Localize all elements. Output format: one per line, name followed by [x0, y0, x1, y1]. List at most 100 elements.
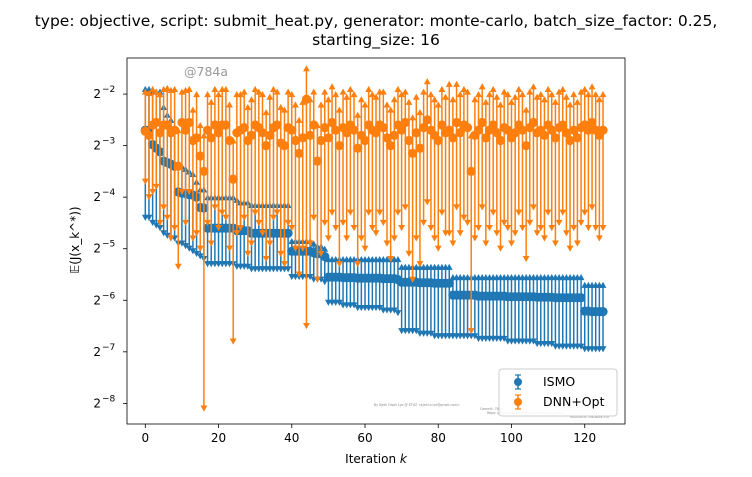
errorbar-lower-cap	[185, 188, 193, 196]
errorbar-upper-cap	[449, 96, 457, 103]
errorbar-lower-cap	[141, 178, 149, 185]
errorbar-lower-cap	[156, 219, 164, 227]
data-point	[144, 130, 154, 140]
errorbar-lower-cap	[376, 209, 384, 216]
errorbar-upper-cap	[204, 91, 211, 98]
y-tick-label: 2	[93, 242, 101, 256]
errorbar-lower-cap	[460, 214, 468, 221]
errorbar-upper-cap	[357, 96, 365, 103]
errorbar-upper-cap	[555, 88, 563, 95]
data-point	[180, 125, 191, 135]
errorbar-upper-cap	[339, 88, 347, 95]
errorbar-lower-cap	[412, 235, 420, 242]
errorbar-upper-cap	[456, 91, 464, 98]
data-point	[587, 117, 597, 128]
errorbar-lower-cap	[207, 240, 215, 247]
errorbar-lower-cap	[270, 214, 277, 221]
errorbar-lower-cap	[240, 214, 248, 221]
legend-dnn-marker	[514, 398, 522, 406]
legend-ismo-marker	[514, 378, 522, 386]
data-point	[503, 125, 513, 135]
errorbar-upper-cap	[394, 85, 402, 92]
errorbar-lower-cap	[573, 240, 581, 247]
errorbar-lower-cap	[394, 209, 402, 216]
y-tick-exponent: −5	[102, 240, 115, 250]
errorbar-lower-cap	[537, 225, 545, 232]
data-point	[334, 141, 344, 151]
errorbar-lower-cap	[438, 209, 446, 216]
errorbar-lower-cap	[317, 250, 325, 257]
y-tick-base: 2	[93, 396, 101, 410]
errorbar-lower-cap	[193, 230, 200, 237]
errorbar-lower-cap	[416, 261, 424, 268]
errorbar-lower-cap	[526, 219, 534, 227]
errorbar-lower-cap	[559, 209, 567, 216]
errorbar-lower-cap	[445, 230, 453, 237]
errorbar-lower-cap	[379, 219, 387, 227]
errorbar-upper-cap	[445, 80, 453, 87]
data-point	[316, 135, 326, 146]
errorbar-lower-cap	[387, 255, 395, 263]
errorbar-lower-cap	[156, 225, 164, 232]
errorbar-lower-cap	[244, 263, 252, 270]
data-point	[279, 141, 290, 151]
errorbar-lower-cap	[405, 250, 413, 257]
errorbar-lower-cap	[310, 214, 318, 221]
errorbar-lower-cap	[409, 276, 417, 283]
data-point	[327, 117, 337, 128]
errorbar-lower-cap	[149, 219, 157, 227]
y-tick-exponent: −8	[102, 394, 116, 404]
data-point	[155, 128, 165, 138]
errorbar-lower-cap	[328, 209, 336, 216]
y-tick-base: 2	[93, 293, 101, 307]
errorbar-lower-cap	[233, 230, 241, 237]
data-point	[272, 120, 282, 130]
x-axis-ticks: 0 20 40 60 80 100 120	[141, 424, 596, 445]
errorbar-lower-cap	[163, 232, 171, 239]
errorbar-upper-cap	[372, 93, 380, 100]
errorbar-lower-cap	[182, 243, 189, 250]
data-point	[466, 166, 476, 177]
errorbar-lower-cap	[335, 261, 343, 268]
errorbar-lower-cap	[145, 214, 153, 221]
errorbar-upper-cap	[423, 78, 431, 85]
x-axis-label-text: Iteration	[345, 452, 396, 466]
data-point	[510, 128, 520, 138]
errorbar-lower-cap	[427, 330, 435, 337]
errorbar-upper-cap	[442, 93, 449, 100]
legend: ISMO DNN+Opt	[498, 368, 618, 417]
data-point	[404, 135, 414, 146]
errorbar-upper-cap	[592, 91, 600, 98]
errorbar-upper-cap	[559, 85, 567, 92]
errorbar-upper-cap	[354, 111, 362, 118]
errorbar-lower-cap	[592, 225, 600, 232]
errorbar-lower-cap	[350, 302, 358, 309]
data-point	[298, 133, 308, 143]
errorbar-upper-cap	[211, 85, 219, 92]
data-point	[565, 135, 575, 146]
errorbar-upper-cap	[343, 93, 351, 100]
data-point	[210, 120, 220, 130]
errorbar-upper-cap	[292, 101, 299, 108]
errorbar-upper-cap	[244, 103, 252, 111]
errorbar-lower-cap	[273, 209, 281, 216]
errorbar-lower-cap	[478, 204, 486, 211]
errorbar-upper-cap	[365, 85, 373, 92]
errorbar-lower-cap	[398, 225, 406, 232]
errorbar-upper-cap	[599, 91, 607, 98]
data-point	[598, 125, 608, 135]
data-point	[177, 117, 187, 128]
errorbar-lower-cap	[361, 245, 369, 252]
errorbar-lower-cap	[152, 183, 160, 190]
errorbar-lower-cap	[332, 225, 340, 232]
errorbar-upper-cap	[171, 85, 179, 92]
data-point	[481, 133, 491, 143]
errorbar-lower-cap	[376, 304, 384, 312]
errorbar-upper-cap	[489, 85, 497, 92]
errorbar-upper-cap	[460, 85, 468, 92]
errorbar-lower-cap	[284, 219, 292, 227]
errorbar-upper-cap	[511, 93, 519, 100]
errorbar-upper-cap	[577, 274, 585, 281]
errorbar-lower-cap	[456, 230, 464, 237]
errorbar-lower-cap	[471, 333, 479, 340]
